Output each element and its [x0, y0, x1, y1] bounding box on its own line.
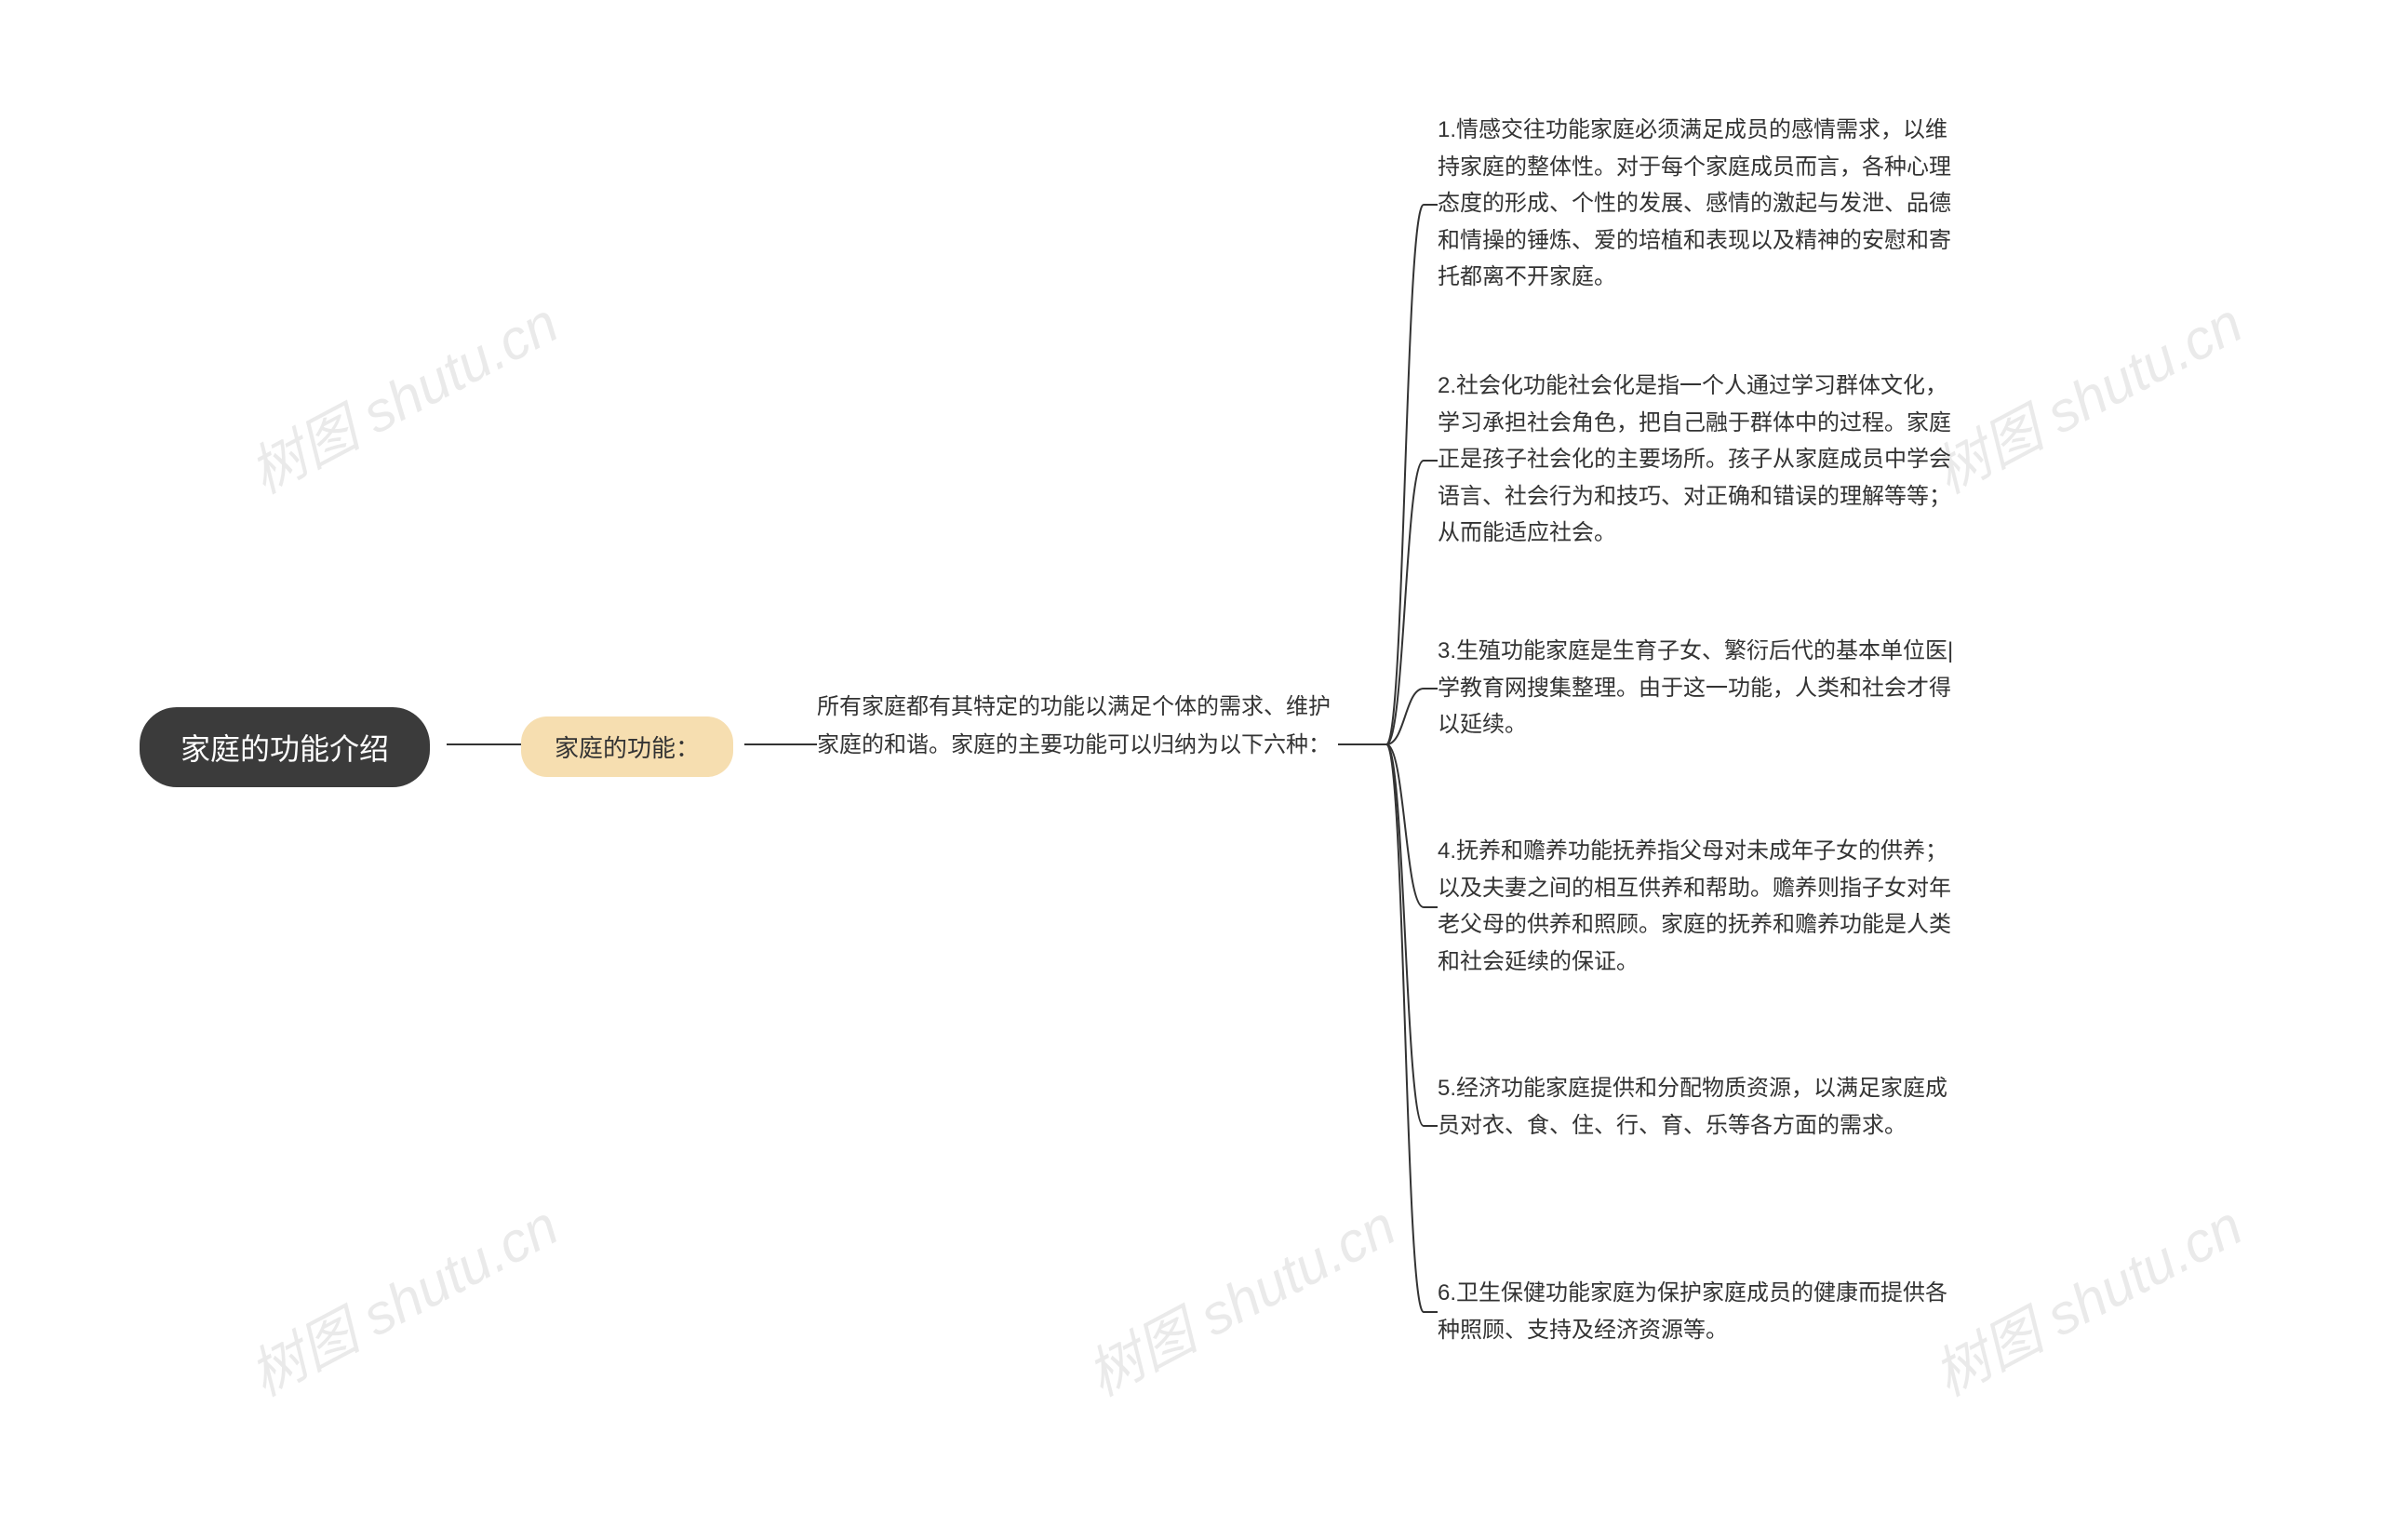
description-node[interactable]: 所有家庭都有其特定的功能以满足个体的需求、维护家庭的和谐。家庭的主要功能可以归纳… — [817, 689, 1338, 765]
watermark: 树图 shutu.cn — [234, 1182, 570, 1412]
leaf-node-2[interactable]: 2.社会化功能社会化是指一个人通过学习群体文化，学习承担社会角色，把自己融于群体… — [1438, 368, 1959, 552]
leaf-node-5[interactable]: 5.经济功能家庭提供和分配物质资源，以满足家庭成员对衣、食、住、行、育、乐等各方… — [1438, 1070, 1959, 1144]
watermark: 树图 shutu.cn — [1918, 1182, 2255, 1412]
watermark: 树图 shutu.cn — [234, 279, 570, 509]
watermark: 树图 shutu.cn — [1071, 1182, 1408, 1412]
leaf-text: 5.经济功能家庭提供和分配物质资源，以满足家庭成员对衣、食、住、行、育、乐等各方… — [1438, 1070, 1959, 1144]
leaf-node-1[interactable]: 1.情感交往功能家庭必须满足成员的感情需求，以维持家庭的整体性。对于每个家庭成员… — [1438, 112, 1959, 296]
leaf-text: 1.情感交往功能家庭必须满足成员的感情需求，以维持家庭的整体性。对于每个家庭成员… — [1438, 112, 1959, 296]
leaf-text: 4.抚养和赡养功能抚养指父母对未成年子女的供养；以及夫妻之间的相互供养和帮助。赡… — [1438, 833, 1959, 980]
leaf-text: 6.卫生保健功能家庭为保护家庭成员的健康而提供各种照顾、支持及经济资源等。 — [1438, 1275, 1959, 1348]
root-node[interactable]: 家庭的功能介绍 — [140, 707, 430, 787]
leaf-text: 3.生殖功能家庭是生育子女、繁衍后代的基本单位医|学教育网搜集整理。由于这一功能… — [1438, 633, 1959, 743]
leaf-node-4[interactable]: 4.抚养和赡养功能抚养指父母对未成年子女的供养；以及夫妻之间的相互供养和帮助。赡… — [1438, 833, 1959, 980]
mindmap-canvas: 树图 shutu.cn 树图 shutu.cn 树图 shutu.cn 树图 s… — [0, 0, 2382, 1540]
level1-label: 家庭的功能： — [555, 730, 700, 764]
root-label: 家庭的功能介绍 — [181, 726, 389, 769]
level1-node[interactable]: 家庭的功能： — [521, 716, 733, 777]
watermark: 树图 shutu.cn — [1918, 279, 2255, 509]
description-text: 所有家庭都有其特定的功能以满足个体的需求、维护家庭的和谐。家庭的主要功能可以归纳… — [817, 689, 1338, 765]
leaf-node-3[interactable]: 3.生殖功能家庭是生育子女、繁衍后代的基本单位医|学教育网搜集整理。由于这一功能… — [1438, 633, 1959, 743]
leaf-node-6[interactable]: 6.卫生保健功能家庭为保护家庭成员的健康而提供各种照顾、支持及经济资源等。 — [1438, 1275, 1959, 1348]
leaf-text: 2.社会化功能社会化是指一个人通过学习群体文化，学习承担社会角色，把自己融于群体… — [1438, 368, 1959, 552]
